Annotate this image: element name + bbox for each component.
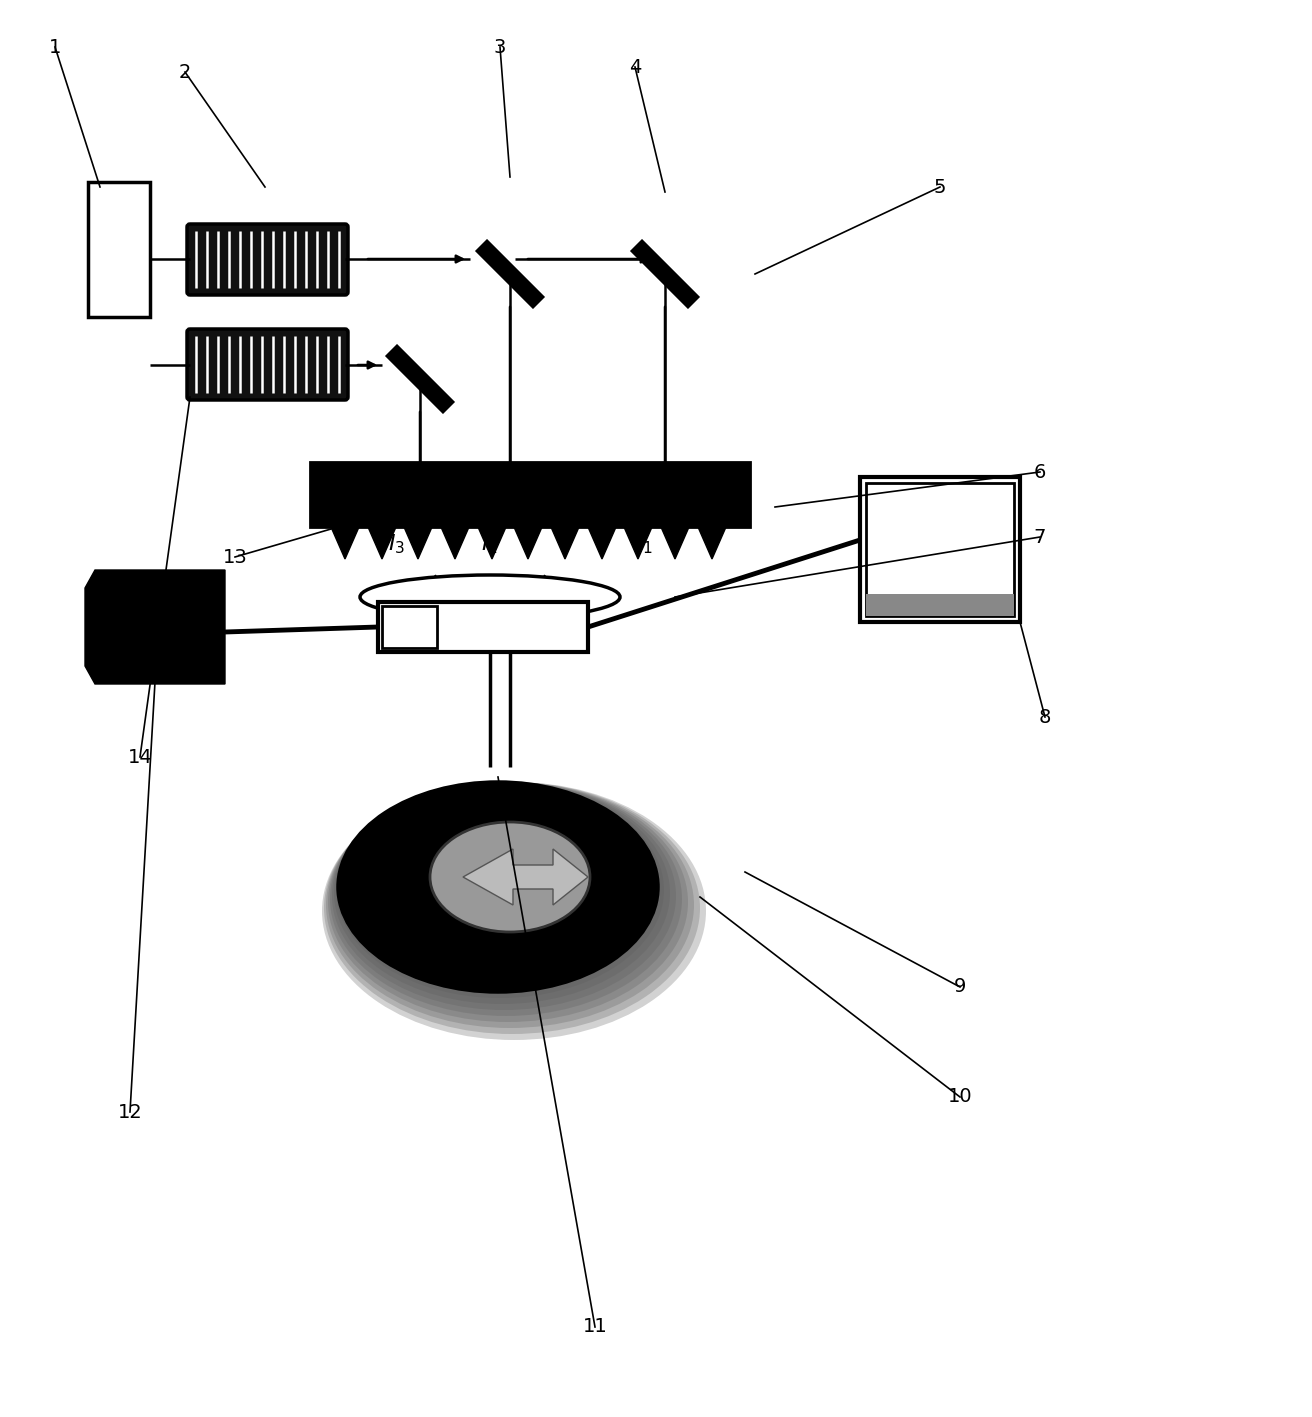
Bar <box>866 483 1014 616</box>
Ellipse shape <box>331 782 682 1016</box>
Ellipse shape <box>321 782 706 1040</box>
Bar <box>88 181 150 317</box>
Text: 3: 3 <box>493 37 506 57</box>
Polygon shape <box>331 527 359 558</box>
Polygon shape <box>404 527 432 558</box>
Text: 11: 11 <box>583 1318 607 1336</box>
FancyBboxPatch shape <box>188 329 348 400</box>
Text: 9: 9 <box>954 978 966 996</box>
Text: 2: 2 <box>178 62 192 82</box>
Text: 8: 8 <box>1039 707 1051 727</box>
Bar <box>859 478 1019 622</box>
Text: 4: 4 <box>628 58 642 77</box>
Ellipse shape <box>328 782 687 1022</box>
Text: 5: 5 <box>934 177 946 197</box>
Polygon shape <box>367 527 396 558</box>
Ellipse shape <box>359 575 621 619</box>
Polygon shape <box>551 527 579 558</box>
Text: 1: 1 <box>49 37 62 57</box>
Polygon shape <box>698 527 726 558</box>
Polygon shape <box>588 527 617 558</box>
Ellipse shape <box>338 782 659 992</box>
Ellipse shape <box>335 782 670 1005</box>
Text: 12: 12 <box>118 1102 143 1121</box>
Text: 13: 13 <box>223 547 248 567</box>
Polygon shape <box>387 346 454 412</box>
Ellipse shape <box>325 782 694 1027</box>
Text: 6: 6 <box>1034 462 1046 482</box>
Ellipse shape <box>336 782 664 998</box>
Polygon shape <box>514 527 542 558</box>
Text: $I_1$: $I_1$ <box>636 531 653 555</box>
Polygon shape <box>463 849 588 905</box>
Text: $I_3$: $I_3$ <box>388 531 405 555</box>
Polygon shape <box>85 570 224 684</box>
Text: $I_2$: $I_2$ <box>482 531 499 555</box>
Text: 14: 14 <box>127 748 152 767</box>
Bar <box>310 462 750 527</box>
Bar <box>866 594 1014 616</box>
Ellipse shape <box>324 782 701 1034</box>
Polygon shape <box>661 527 689 558</box>
Text: 7: 7 <box>1034 527 1046 547</box>
Polygon shape <box>441 527 468 558</box>
Bar <box>382 606 437 648</box>
Ellipse shape <box>430 822 590 932</box>
Polygon shape <box>478 527 506 558</box>
Polygon shape <box>631 241 698 307</box>
Ellipse shape <box>332 782 676 1010</box>
Polygon shape <box>476 241 543 307</box>
Text: 10: 10 <box>947 1087 972 1107</box>
Bar <box>378 602 588 652</box>
Polygon shape <box>625 527 652 558</box>
FancyBboxPatch shape <box>188 224 348 295</box>
